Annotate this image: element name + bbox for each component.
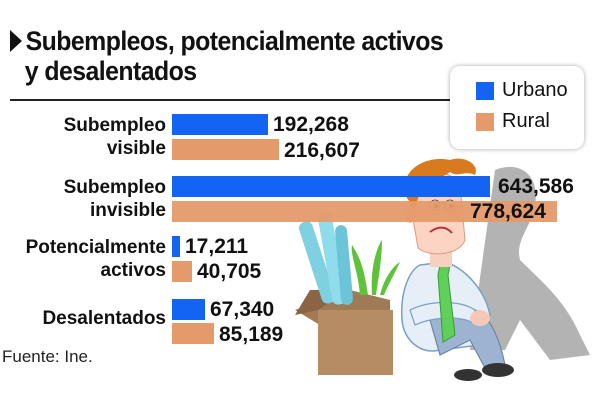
title-rule xyxy=(10,99,450,101)
value-label-urbano: 17,211 xyxy=(185,235,249,258)
value-label-urbano: 192,268 xyxy=(273,113,349,136)
category-label: Desalentados xyxy=(42,308,166,329)
bar-urbano xyxy=(172,299,205,320)
legend-item-rural: Rural xyxy=(476,110,550,133)
urbano-swatch-icon xyxy=(476,81,494,100)
unemployed-man-illustration xyxy=(295,158,590,381)
value-label-urbano: 67,340 xyxy=(210,298,275,321)
legend-item-urbano: Urbano xyxy=(476,79,568,102)
bar-urbano xyxy=(172,176,490,197)
bar-rural xyxy=(172,323,214,344)
bar-rural xyxy=(172,201,557,222)
bar-urbano xyxy=(172,236,180,257)
category-label: Subempleo invisible xyxy=(63,177,166,221)
source-note: Fuente: Ine. xyxy=(2,347,93,366)
bar-rural xyxy=(172,261,192,282)
category-label: Subempleo visible xyxy=(63,115,166,159)
legend-label: Rural xyxy=(502,110,550,132)
bar-rural xyxy=(172,139,279,160)
value-label-rural: 85,189 xyxy=(219,323,284,346)
bar-urbano xyxy=(172,114,268,135)
title-line-1: Subempleos, potencialmente activos xyxy=(25,26,444,56)
chart-title: Subempleos, potencialmente activos y des… xyxy=(10,26,444,86)
triangle-bullet-icon xyxy=(10,30,22,52)
value-label-urbano: 643,586 xyxy=(498,175,574,198)
value-label-rural: 778,624 xyxy=(470,200,546,223)
value-label-rural: 40,705 xyxy=(197,260,262,283)
title-line-2: y desalentados xyxy=(24,56,197,86)
rural-swatch-icon xyxy=(476,112,494,131)
category-label: Potencialmente activos xyxy=(25,237,166,281)
value-label-rural: 216,607 xyxy=(284,139,360,162)
legend-label: Urbano xyxy=(502,79,568,101)
legend: Urbano Rural xyxy=(450,66,584,149)
